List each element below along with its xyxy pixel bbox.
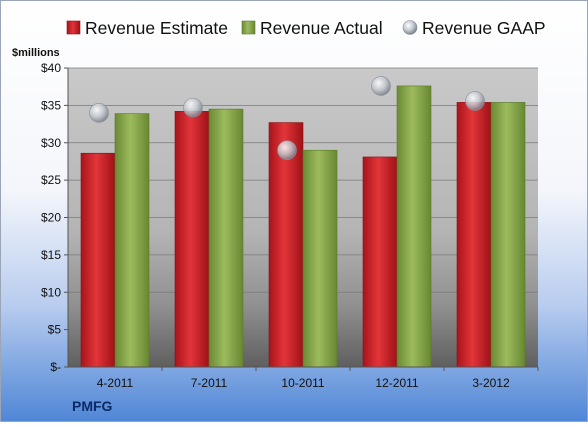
y-tick-label: $10	[41, 285, 61, 299]
x-tick-label: 7-2011	[191, 376, 228, 390]
y-tick-label: $15	[41, 248, 61, 262]
bar-revenue-estimate	[268, 122, 304, 368]
bar-revenue-actual	[114, 113, 150, 368]
x-tick-label: 3-2012	[472, 376, 510, 390]
marker-revenue-gaap	[277, 140, 297, 161]
y-tick-label: $40	[41, 61, 61, 75]
legend-label-actual: Revenue Actual	[260, 18, 383, 38]
bar-revenue-estimate	[80, 152, 116, 368]
marker-revenue-gaap	[371, 76, 391, 96]
legend-swatch-estimate	[66, 20, 81, 35]
company-label: PMFG	[72, 398, 113, 414]
bar-revenue-estimate	[174, 111, 210, 368]
x-tick-label: 10-2011	[281, 376, 324, 390]
bar-revenue-actual	[208, 108, 244, 368]
legend-swatch-gaap	[402, 20, 418, 35]
x-tick-label: 12-2011	[375, 376, 418, 390]
marker-revenue-gaap	[183, 97, 203, 118]
y-tick-label: $30	[41, 136, 61, 150]
bar-revenue-actual	[490, 102, 526, 368]
y-tick-label: $25	[41, 173, 61, 187]
bar-revenue-estimate	[362, 156, 398, 368]
bar-revenue-estimate	[456, 102, 492, 368]
y-tick-label: $-	[50, 360, 61, 374]
y-axis-unit-label: $millions	[12, 47, 60, 59]
bar-revenue-actual	[396, 85, 432, 368]
legend-swatch-actual	[241, 20, 256, 35]
y-tick-label: $35	[41, 98, 61, 112]
y-tick-label: $20	[41, 211, 61, 225]
bar-revenue-actual	[302, 149, 338, 368]
x-axis: 4-2011 7-2011 10-2011 12-2011 3-2012	[68, 366, 539, 390]
legend-label-gaap: Revenue GAAP	[422, 18, 546, 38]
legend-label-estimate: Revenue Estimate	[85, 18, 228, 38]
marker-revenue-gaap	[89, 103, 109, 123]
y-tick-label: $5	[48, 323, 62, 337]
legend: Revenue Estimate Revenue Actual Revenue …	[66, 18, 546, 38]
gaap-markers	[89, 76, 485, 161]
y-axis: $- $5 $10 $15 $20 $25 $30 $35 $40	[41, 61, 69, 374]
x-tick-label: 4-2011	[97, 376, 134, 390]
marker-revenue-gaap	[465, 91, 485, 111]
bars	[80, 85, 526, 368]
